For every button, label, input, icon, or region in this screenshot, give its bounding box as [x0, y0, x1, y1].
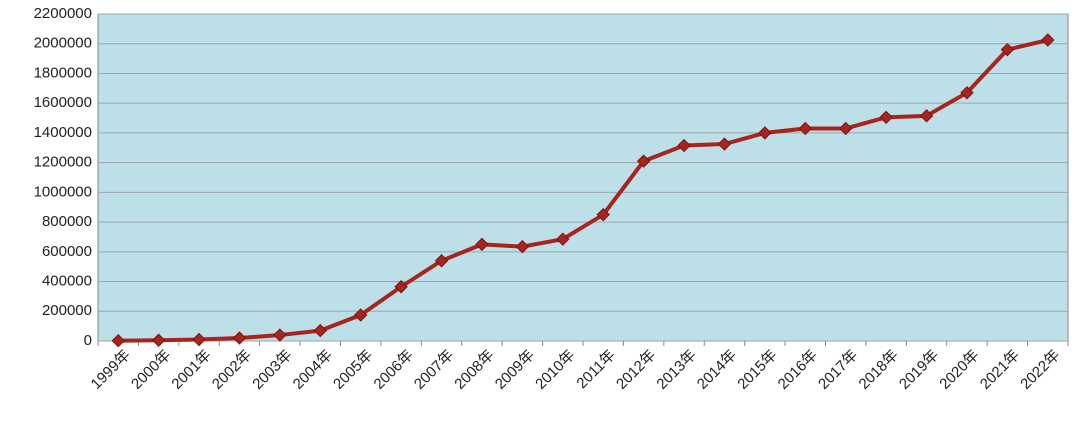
plot-area — [97, 13, 1069, 342]
y-tick-label: 600000 — [42, 243, 92, 260]
y-tick-label: 0 — [84, 332, 92, 349]
x-tick-label: 2010年 — [532, 347, 578, 393]
marker — [596, 207, 610, 222]
x-tick-label: 2022年 — [1017, 347, 1063, 393]
marker — [636, 154, 651, 168]
marker — [515, 239, 530, 254]
x-tick-label: 2019年 — [896, 347, 942, 393]
x-tick-label: 2014年 — [694, 347, 740, 393]
marker — [960, 86, 974, 100]
x-tick-label: 2000年 — [128, 347, 174, 393]
marker — [111, 333, 125, 348]
marker — [313, 323, 327, 338]
y-tick-label: 1000000 — [34, 183, 92, 200]
marker — [919, 109, 934, 123]
x-tick-label: 2016年 — [775, 347, 821, 393]
y-tick-label: 200000 — [42, 302, 92, 319]
marker — [475, 237, 489, 252]
marker — [151, 333, 166, 347]
x-tick-label: 2015年 — [734, 347, 780, 393]
y-tick-label: 1600000 — [34, 94, 92, 111]
x-tick-label: 2002年 — [209, 347, 255, 393]
x-tick-label: 2013年 — [653, 347, 699, 393]
x-tick-label: 2008年 — [451, 347, 497, 393]
x-tick-label: 2001年 — [168, 347, 214, 393]
x-tick-label: 2004年 — [290, 347, 336, 393]
x-tick-label: 2006年 — [371, 347, 417, 393]
x-tick-label: 2012年 — [613, 347, 659, 393]
marker — [798, 121, 812, 136]
marker — [394, 280, 408, 294]
y-tick-label: 1800000 — [34, 64, 92, 81]
y-tick-label: 1400000 — [34, 124, 92, 141]
marker — [1041, 33, 1055, 47]
marker — [677, 138, 691, 153]
x-tick-label: 2020年 — [936, 347, 982, 393]
x-tick-label: 2018年 — [856, 347, 902, 393]
series-line — [118, 38, 1049, 343]
marker — [434, 254, 449, 268]
x-tick-label: 1999年 — [88, 347, 134, 393]
x-tick-label: 2007年 — [411, 347, 457, 393]
y-tick-label: 2000000 — [34, 35, 92, 52]
x-tick-label: 2017年 — [815, 347, 861, 393]
marker — [354, 308, 368, 322]
y-tick-label: 1200000 — [34, 154, 92, 171]
marker — [232, 331, 247, 345]
marker — [839, 121, 853, 136]
x-tick-label: 2009年 — [492, 347, 538, 393]
marker — [273, 328, 287, 342]
y-tick-label: 2200000 — [34, 5, 92, 22]
x-tick-label: 2005年 — [330, 347, 376, 393]
x-tick-label: 2021年 — [977, 347, 1023, 393]
x-tick-label: 2011年 — [573, 347, 618, 392]
marker — [758, 126, 772, 140]
x-tick-label: 2003年 — [249, 347, 295, 393]
marker — [192, 332, 206, 347]
y-tick-label: 400000 — [42, 273, 92, 290]
marker — [879, 110, 893, 125]
y-tick-label: 800000 — [42, 213, 92, 230]
marker — [1000, 42, 1015, 57]
marker — [556, 232, 570, 246]
marker — [717, 137, 732, 151]
